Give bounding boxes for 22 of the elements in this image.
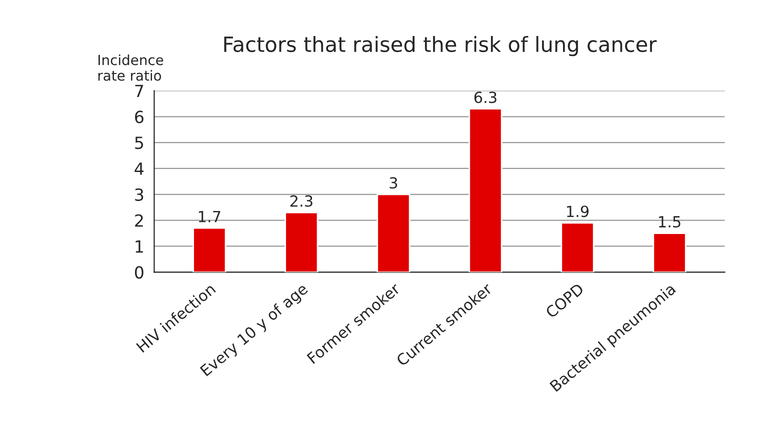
bar [560,222,594,272]
y-tick-label: 1 [136,240,143,253]
bar [192,227,226,272]
y-tick-label: 5 [135,136,144,150]
data-label: 3 [390,177,398,189]
data-label: 1.5 [659,216,680,228]
bar [376,194,410,272]
y-tick-label: 2 [135,214,143,227]
bar [284,212,318,272]
y-tick-label: 0 [134,266,144,279]
bar [652,232,686,272]
chart-title: Factors that raised the risk of lung cancer [224,36,657,56]
y-axis-title: Incidence rate ratio [98,54,164,81]
bar [468,108,502,272]
y-tick-label: 7 [135,84,144,98]
y-tick-label: 6 [135,110,144,124]
y-tick-label: 3 [135,188,144,201]
data-label: 1.7 [198,211,220,222]
data-label: 6.3 [474,92,496,104]
data-label: 2.3 [290,195,312,207]
data-label: 1.9 [567,206,589,218]
y-tick-label: 4 [134,162,144,175]
